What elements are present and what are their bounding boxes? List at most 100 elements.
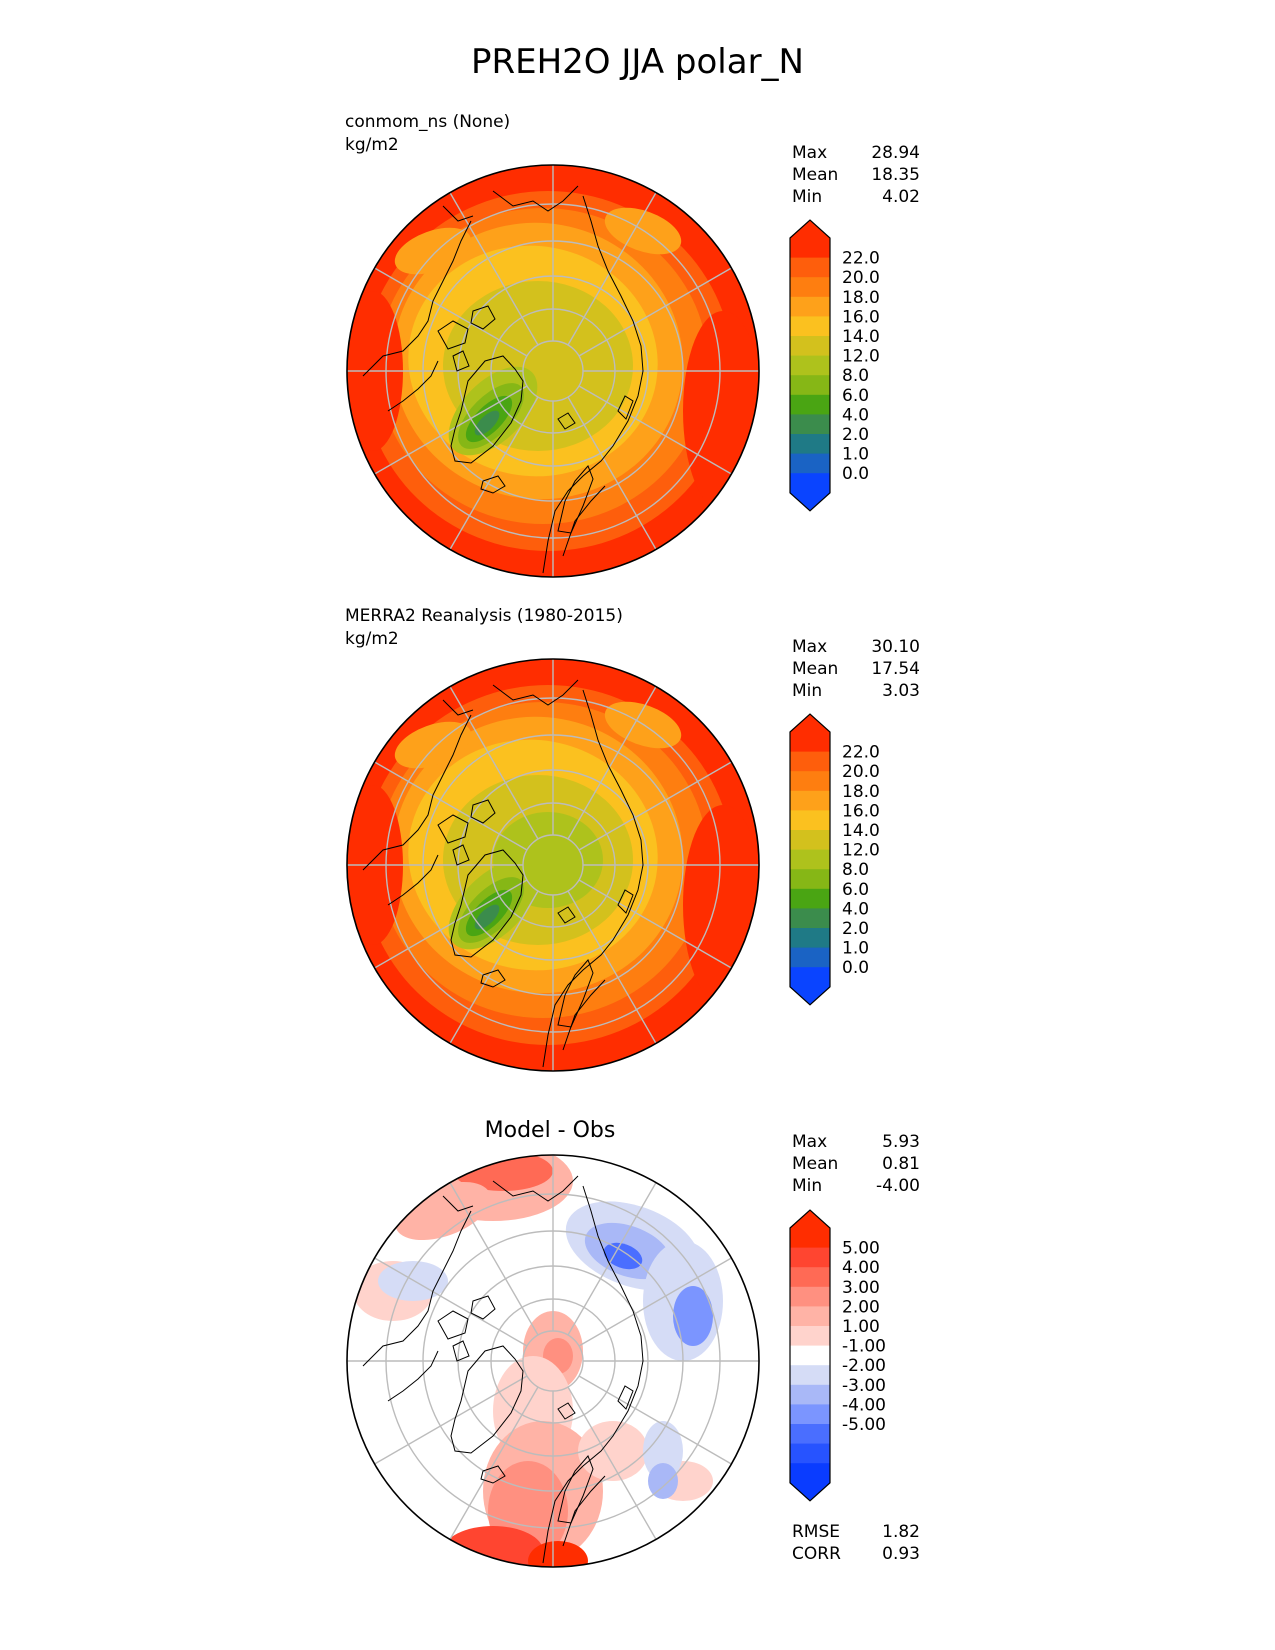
meridian-line bbox=[449, 1182, 539, 1336]
diff-colorbar-color-band bbox=[790, 1443, 830, 1464]
meridian-line bbox=[449, 1386, 539, 1540]
coastline bbox=[437, 1310, 469, 1340]
model-colorbar-color-band bbox=[790, 336, 830, 357]
diff-stat-mean: Mean 0.81 bbox=[792, 1154, 920, 1174]
model-colorbar-color-band bbox=[790, 414, 830, 435]
model-colorbar-color-band bbox=[790, 394, 830, 415]
obs-colorbar-tick-label: 1.0 bbox=[842, 939, 869, 959]
obs-colorbar-color-band bbox=[790, 732, 830, 753]
model-colorbar-color-band bbox=[790, 296, 830, 317]
model-colorbar-color-band bbox=[790, 257, 830, 278]
diff-colorbar-tick-label: -2.00 bbox=[842, 1356, 886, 1376]
obs-colorbar-tick-label: 20.0 bbox=[842, 762, 880, 782]
map-boundary bbox=[346, 164, 760, 578]
model-colorbar-extend-max bbox=[790, 220, 830, 238]
diff-contour bbox=[578, 1421, 648, 1481]
model-colorbar-color-band bbox=[790, 238, 830, 259]
coastline bbox=[557, 412, 576, 430]
diff-colorbar-tick-label: -1.00 bbox=[842, 1337, 886, 1357]
obs-colorbar-color-band bbox=[790, 947, 830, 968]
obs-colorbar: 22.020.018.016.014.012.08.06.04.02.01.00… bbox=[789, 713, 880, 1006]
meridian-line bbox=[567, 396, 657, 550]
model-colorbar-tick-label: 0.0 bbox=[842, 464, 869, 484]
diff-corr: CORR 0.93 bbox=[792, 1544, 920, 1564]
obs-colorbar-color-band bbox=[790, 908, 830, 929]
figure-title: PREH2O JJA polar_N bbox=[471, 42, 804, 82]
coastline bbox=[562, 485, 606, 557]
model-colorbar-tick-label: 8.0 bbox=[842, 366, 869, 386]
model-colorbar-color-band bbox=[790, 316, 830, 337]
diff-colorbar-tick-label: -3.00 bbox=[842, 1376, 886, 1396]
model-colorbar-color-band bbox=[790, 434, 830, 455]
diff-stat-min: Min -4.00 bbox=[792, 1176, 920, 1196]
model-colorbar-tick-label: 2.0 bbox=[842, 425, 869, 445]
coastline bbox=[442, 205, 474, 222]
coastline bbox=[452, 350, 470, 372]
diff-colorbar-color-band bbox=[790, 1404, 830, 1425]
obs-colorbar-tick-label: 22.0 bbox=[842, 743, 880, 763]
coastline bbox=[557, 1455, 594, 1524]
obs-stats: Max 30.10 Mean 17.54 Min 3.03 bbox=[792, 636, 920, 702]
obs-colorbar-tick-label: 14.0 bbox=[842, 821, 880, 841]
model-stat-mean: Mean 18.35 bbox=[792, 165, 920, 185]
coastline bbox=[557, 1402, 576, 1420]
model-panel-title: conmom_ns (None) kg/m2 bbox=[345, 111, 510, 157]
obs-colorbar-tick-label: 18.0 bbox=[842, 782, 880, 802]
meridian-line bbox=[374, 1257, 528, 1347]
diff-stats: Max 5.93 Mean 0.81 Min -4.00 bbox=[792, 1131, 920, 1197]
obs-colorbar-extend-max bbox=[790, 714, 830, 732]
coastline bbox=[387, 360, 439, 412]
diff-colorbar-tick-label: 5.00 bbox=[842, 1239, 880, 1259]
model-colorbar-tick-label: 18.0 bbox=[842, 288, 880, 308]
diff-colorbar-color-band bbox=[790, 1345, 830, 1366]
obs-colorbar-tick-label: 8.0 bbox=[842, 860, 869, 880]
obs-colorbar-color-band bbox=[790, 751, 830, 772]
meridian-line bbox=[578, 1375, 732, 1465]
coastline bbox=[452, 844, 470, 866]
coastline bbox=[362, 714, 472, 871]
model-colorbar-color-band bbox=[790, 453, 830, 474]
diff-contour bbox=[673, 1286, 713, 1346]
model-colorbar-color-band bbox=[790, 355, 830, 376]
coastline bbox=[617, 1385, 634, 1410]
model-stat-max: Max 28.94 bbox=[792, 143, 920, 163]
meridian-line bbox=[578, 385, 732, 475]
coastline bbox=[562, 1475, 606, 1547]
obs-colorbar-color-band bbox=[790, 928, 830, 949]
coastline bbox=[387, 1350, 439, 1402]
coastline bbox=[450, 1345, 524, 1454]
obs-colorbar-color-band bbox=[790, 967, 830, 988]
model-colorbar-color-band bbox=[790, 473, 830, 494]
obs-colorbar-color-band bbox=[790, 790, 830, 811]
diff-colorbar-color-band bbox=[790, 1384, 830, 1405]
diff-colorbar-color-band bbox=[790, 1267, 830, 1288]
model-colorbar-color-band bbox=[790, 375, 830, 396]
coastline bbox=[437, 814, 469, 844]
meridian-line bbox=[567, 1182, 657, 1336]
model-colorbar-tick-label: 22.0 bbox=[842, 249, 880, 269]
model-colorbar-tick-label: 12.0 bbox=[842, 347, 880, 367]
coastline bbox=[480, 1465, 506, 1484]
diff-rmse: RMSE 1.82 bbox=[792, 1522, 920, 1542]
diff-colorbar-color-band bbox=[790, 1306, 830, 1327]
coastline bbox=[542, 195, 644, 574]
coastline bbox=[480, 475, 506, 494]
diff-colorbar-color-band bbox=[790, 1463, 830, 1484]
diff-colorbar-tick-label: 4.00 bbox=[842, 1258, 880, 1278]
obs-title-line1: MERRA2 Reanalysis (1980-2015) bbox=[345, 606, 623, 626]
diff-colorbar-color-band bbox=[790, 1228, 830, 1249]
meridian-line bbox=[567, 686, 657, 840]
field-contour bbox=[474, 410, 500, 436]
diff-contour bbox=[603, 1242, 643, 1270]
diff-colorbar-tick-label: 3.00 bbox=[842, 1278, 880, 1298]
model-stats: Max 28.94 Mean 18.35 Min 4.02 bbox=[792, 142, 920, 208]
coastline bbox=[542, 689, 644, 1068]
diff-polar-map bbox=[346, 1154, 760, 1568]
obs-colorbar-tick-label: 12.0 bbox=[842, 841, 880, 861]
obs-colorbar-color-band bbox=[790, 830, 830, 851]
model-colorbar-tick-label: 16.0 bbox=[842, 307, 880, 327]
coastline bbox=[470, 305, 496, 330]
obs-colorbar-tick-label: 2.0 bbox=[842, 919, 869, 939]
obs-colorbar-tick-label: 0.0 bbox=[842, 958, 869, 978]
meridian-line bbox=[567, 890, 657, 1044]
